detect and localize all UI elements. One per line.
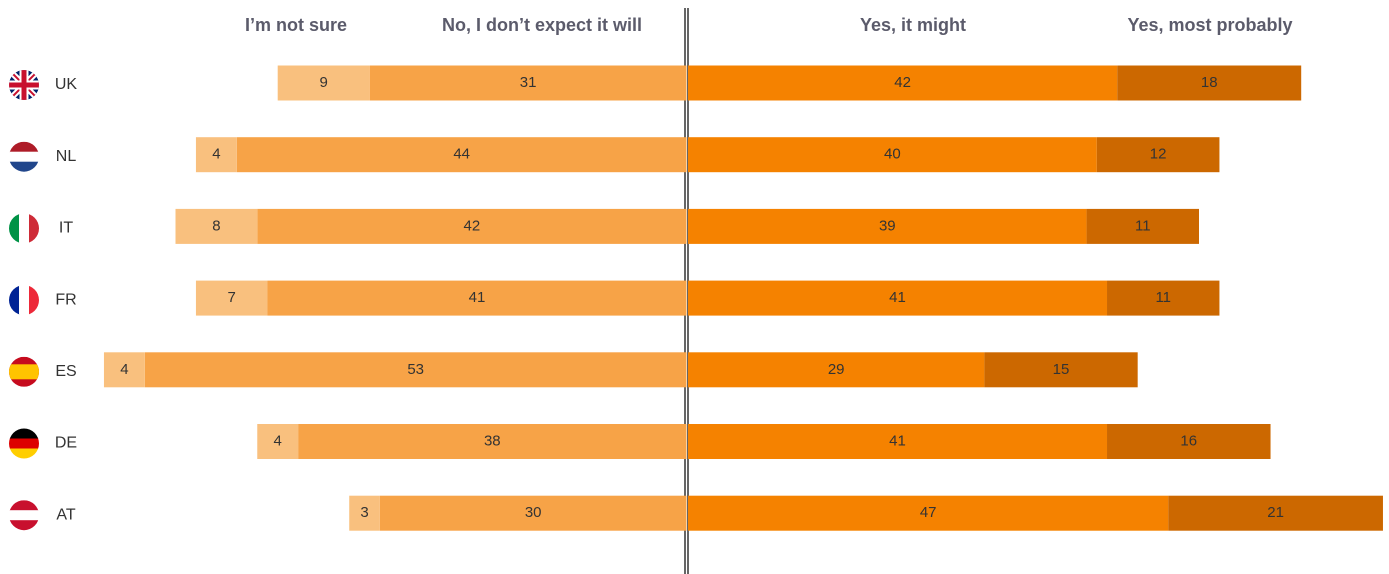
data-label: 9 [320, 74, 328, 91]
flag-part [9, 151, 39, 163]
flag-part [9, 448, 39, 459]
data-label: 47 [920, 504, 937, 521]
data-label: 53 [407, 361, 424, 378]
flag [9, 141, 39, 172]
data-label: 41 [469, 289, 486, 306]
bar-segment [1168, 495, 1383, 531]
bar-segment [1086, 208, 1199, 244]
bar-segment [1117, 65, 1302, 101]
data-label: 44 [453, 146, 470, 163]
data-label: 41 [889, 432, 906, 449]
data-label: 42 [464, 217, 481, 234]
data-label: 21 [1267, 504, 1284, 521]
bar-segment [688, 352, 985, 388]
flag-part [9, 500, 39, 511]
bar-segment [688, 495, 1169, 531]
flag-part [9, 364, 39, 380]
category-label: FR [55, 291, 76, 308]
bar-segment [688, 208, 1087, 244]
category-label: NL [56, 148, 77, 165]
data-label: 42 [894, 74, 911, 91]
bar-segment [175, 208, 258, 244]
data-label: 38 [484, 432, 501, 449]
flag [9, 356, 39, 387]
flag-part [9, 285, 20, 316]
bar-segment [257, 424, 299, 459]
data-label: 40 [884, 146, 901, 163]
category-label: ES [55, 363, 76, 380]
bar-segment [257, 208, 687, 244]
flag [9, 285, 39, 316]
flag-part [9, 70, 39, 100]
bar-segment [688, 424, 1108, 459]
data-label: 4 [120, 361, 128, 378]
bar-segment [195, 280, 268, 316]
data-label: 31 [520, 74, 537, 91]
category-label: DE [55, 435, 77, 452]
data-label: 4 [212, 146, 220, 163]
data-label: 41 [889, 289, 906, 306]
bar-segment [369, 65, 687, 101]
bar-segment [267, 280, 687, 316]
bar-segment [236, 137, 687, 173]
data-label: 16 [1180, 432, 1197, 449]
legend-label: Yes, it might [860, 15, 966, 35]
flag-part [19, 285, 30, 316]
bar-segment [349, 495, 380, 531]
bar-segment [298, 424, 687, 459]
data-label: 30 [525, 504, 542, 521]
bar-segment [688, 280, 1108, 316]
flag-part [9, 510, 39, 521]
data-label: 29 [828, 361, 845, 378]
legend-label: No, I don’t expect it will [442, 15, 642, 35]
bar-segment [277, 65, 370, 101]
flag-part [9, 520, 39, 531]
flag-part [9, 161, 39, 172]
category-label: AT [56, 506, 75, 523]
data-label: 39 [879, 217, 896, 234]
data-label: 4 [274, 432, 282, 449]
flag [9, 70, 39, 100]
data-label: 7 [228, 289, 236, 306]
category-label: UK [55, 76, 78, 93]
bar-segment [688, 65, 1118, 101]
legend-label: Yes, most probably [1127, 15, 1292, 35]
data-label: 11 [1155, 289, 1171, 306]
bar-segment [1096, 137, 1220, 173]
data-label: 11 [1135, 217, 1151, 234]
data-label: 3 [360, 504, 368, 521]
bar-segment [195, 137, 237, 173]
bar-segment [984, 352, 1138, 388]
data-label: 12 [1150, 146, 1167, 163]
flag-part [29, 213, 39, 244]
bar-segment [1107, 280, 1220, 316]
category-label: IT [59, 220, 73, 237]
flag-part [19, 213, 30, 244]
bar-segment [103, 352, 145, 388]
flag-part [9, 428, 39, 439]
flag-part [9, 213, 20, 244]
flag-part [9, 141, 39, 153]
flag-part [29, 285, 39, 316]
legend-label: I’m not sure [245, 15, 347, 35]
data-label: 15 [1053, 361, 1070, 378]
flag-part [9, 438, 39, 449]
data-label: 18 [1201, 74, 1218, 91]
data-label: 8 [212, 217, 220, 234]
bar-segment [1107, 424, 1271, 459]
flag [9, 428, 39, 459]
flag [9, 500, 39, 531]
bar-segment [688, 137, 1097, 173]
bar-segment [144, 352, 687, 388]
flag [9, 213, 39, 244]
bar-segment [379, 495, 687, 531]
